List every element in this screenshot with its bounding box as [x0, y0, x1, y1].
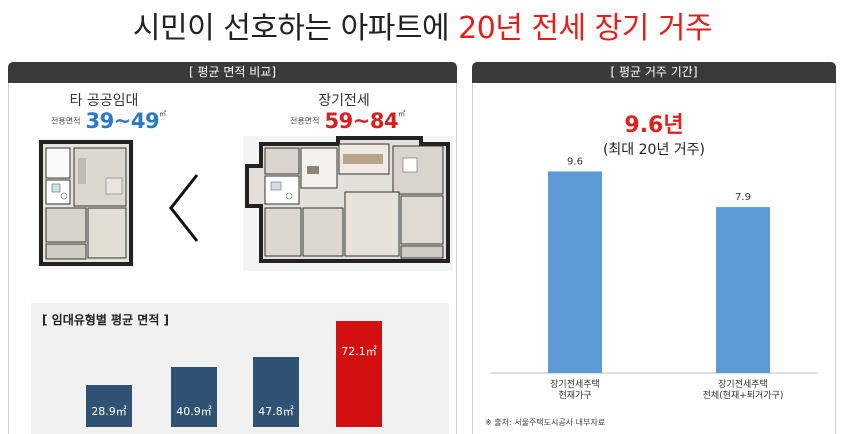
period-bar-category-label: 전체(현재+퇴거가구): [703, 390, 784, 401]
area-bar-value-label: 47.8㎡: [258, 405, 294, 418]
area-comparison-body: 타 공공임대 전용면적 39~49㎡ 장기전세 전용면: [8, 83, 457, 434]
plan-b-area-value: 59~84: [324, 109, 399, 133]
residence-period-panel: [ 평균 거주 기간] 9.6년 (최대 20년 거주) 9.6 장기전세주택 현재…: [472, 62, 836, 434]
area-bar: 28.9㎡: [86, 385, 132, 427]
source-note: ※ 출처: 서울주택도시공사 내부자료: [485, 418, 606, 427]
area-bar-value-label: 28.9㎡: [91, 405, 127, 418]
rental-type-area-chart-title: [ 임대유형별 평균 면적 ]: [42, 313, 170, 327]
average-period-value: 9.6년: [624, 113, 684, 138]
plan-b-area-prefix: 전용면적: [290, 116, 320, 126]
area-comparison-panel: [ 평균 면적 비교] 타 공공임대 전용면적 39~49㎡: [8, 62, 457, 434]
plan-a-area-unit: ㎡: [159, 110, 167, 118]
residence-period-header: [ 평균 거주 기간]: [472, 62, 836, 83]
area-bar-value-label: 40.9㎡: [176, 405, 212, 418]
plan-a-area-value: 39~49: [85, 109, 160, 133]
area-bar: 40.9㎡: [171, 367, 217, 427]
period-bar-value-label: 9.6: [567, 156, 583, 167]
plan-b-label: 장기전세: [318, 93, 370, 109]
plan-b-area: 전용면적 59~84㎡: [290, 109, 405, 133]
floor-plan-large: [243, 136, 453, 271]
area-bar: 72.1㎡: [336, 321, 382, 427]
plan-a-label: 타 공공임대: [69, 93, 139, 109]
period-bar-category-label: 장기전세주택: [718, 379, 768, 390]
area-bar: 47.8㎡: [253, 357, 299, 427]
period-bar: [716, 207, 770, 373]
period-bar-category-label: 현재가구: [558, 390, 591, 401]
comparison-chevron-icon: [169, 174, 199, 242]
page-title: 시민이 선호하는 아파트에 20년 전세 장기 거주: [0, 6, 845, 52]
title-main: 시민이 선호하는 아파트에: [132, 11, 459, 46]
plan-a-area: 전용면적 39~49㎡: [51, 109, 166, 133]
period-bar-value-label: 7.9: [735, 192, 751, 203]
plan-b-area-unit: ㎡: [398, 110, 406, 118]
title-accent: 20년 전세 장기 거주: [458, 11, 713, 46]
period-bar: [548, 171, 602, 373]
residence-period-body: 9.6년 (최대 20년 거주) 9.6 장기전세주택 현재가구 7.9 장기전세주택 전…: [472, 83, 836, 434]
plan-a-area-prefix: 전용면적: [51, 116, 81, 126]
max-period-note: (최대 20년 거주): [602, 142, 706, 158]
area-comparison-header: [ 평균 면적 비교]: [8, 62, 457, 83]
rental-type-area-chart: [ 임대유형별 평균 면적 ] 28.9㎡영구임대40.9㎡행복주택47.8㎡국…: [31, 303, 449, 434]
area-bar-value-label: 72.1㎡: [341, 345, 377, 358]
floor-plan-small: [38, 138, 134, 269]
period-bar-category-label: 장기전세주택: [550, 379, 600, 390]
